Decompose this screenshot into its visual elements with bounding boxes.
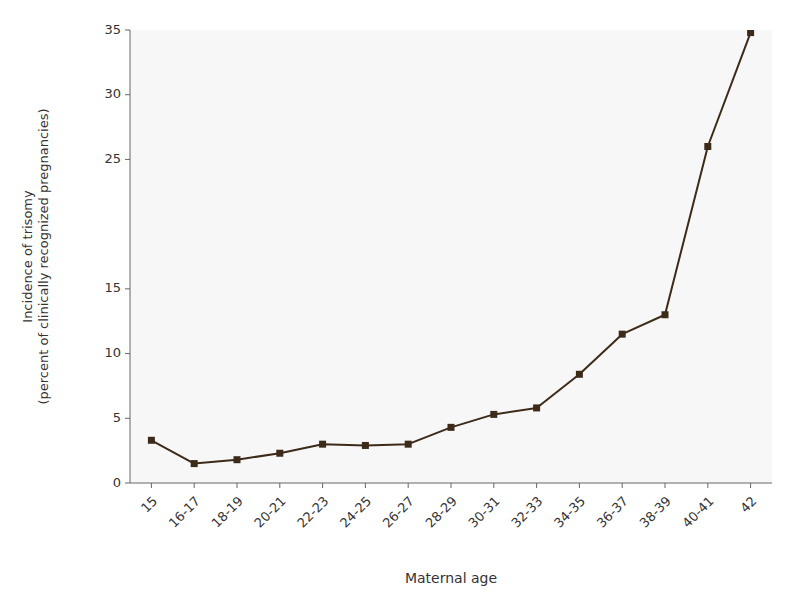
y-tick-label: 30: [104, 86, 121, 101]
x-tick-label: 26-27: [380, 493, 417, 530]
x-tick-label: 20-21: [251, 493, 288, 530]
x-tick-label: 18-19: [209, 493, 246, 530]
x-tick: [451, 483, 452, 488]
y-tick: [125, 159, 130, 160]
x-tick-label: 32-33: [508, 493, 545, 530]
y-tick-label: 15: [104, 280, 121, 295]
x-tick: [194, 483, 195, 488]
y-tick-label: 35: [104, 22, 121, 37]
data-marker: [276, 450, 283, 457]
x-tick: [579, 483, 580, 488]
data-marker: [405, 441, 412, 448]
data-marker: [619, 331, 626, 338]
x-tick: [365, 483, 366, 488]
y-tick-label: 25: [104, 151, 121, 166]
x-tick: [665, 483, 666, 488]
y-tick: [125, 30, 130, 31]
x-tick: [750, 483, 751, 488]
y-tick: [125, 418, 130, 419]
y-tick: [125, 94, 130, 95]
data-marker: [662, 311, 669, 318]
data-marker: [448, 424, 455, 431]
y-axis-line: [130, 30, 131, 483]
x-tick-label: 34-35: [551, 493, 588, 530]
x-tick-label: 22-23: [294, 493, 331, 530]
x-tick-label: 42: [737, 493, 759, 515]
x-tick: [237, 483, 238, 488]
x-tick: [322, 483, 323, 488]
x-tick-label: 36-37: [594, 493, 631, 530]
x-tick: [622, 483, 623, 488]
x-tick: [279, 483, 280, 488]
data-marker: [576, 371, 583, 378]
y-tick: [125, 483, 130, 484]
y-tick-label: 5: [113, 410, 121, 425]
y-tick: [125, 353, 130, 354]
plot-area: [130, 30, 772, 483]
data-marker: [191, 460, 198, 467]
x-tick-label: 38-39: [637, 493, 674, 530]
data-marker: [148, 437, 155, 444]
chart-svg: 0510152530351516-1718-1920-2122-2324-252…: [0, 0, 802, 603]
x-axis-label: Maternal age: [405, 570, 497, 586]
x-tick: [151, 483, 152, 488]
x-tick-label: 16-17: [166, 493, 203, 530]
y-axis-label: Incidence of trisomy(percent of clinical…: [20, 108, 51, 404]
x-tick-label: 40-41: [679, 493, 716, 530]
data-marker: [362, 442, 369, 449]
x-tick-label: 15: [138, 493, 160, 515]
chart-container: 0510152530351516-1718-1920-2122-2324-252…: [0, 0, 802, 603]
x-tick: [493, 483, 494, 488]
data-marker: [319, 441, 326, 448]
data-marker: [747, 30, 754, 36]
x-tick-label: 28-29: [423, 493, 460, 530]
y-tick: [125, 288, 130, 289]
x-tick-label: 24-25: [337, 493, 374, 530]
data-group: [148, 30, 754, 467]
x-tick: [408, 483, 409, 488]
x-tick-label: 30-31: [465, 493, 502, 530]
data-marker: [704, 143, 711, 150]
data-marker: [533, 404, 540, 411]
x-tick: [536, 483, 537, 488]
data-marker: [490, 411, 497, 418]
data-marker: [234, 456, 241, 463]
y-tick-label: 0: [113, 475, 121, 490]
x-tick: [707, 483, 708, 488]
y-tick-label: 10: [104, 345, 121, 360]
data-line: [151, 33, 750, 464]
